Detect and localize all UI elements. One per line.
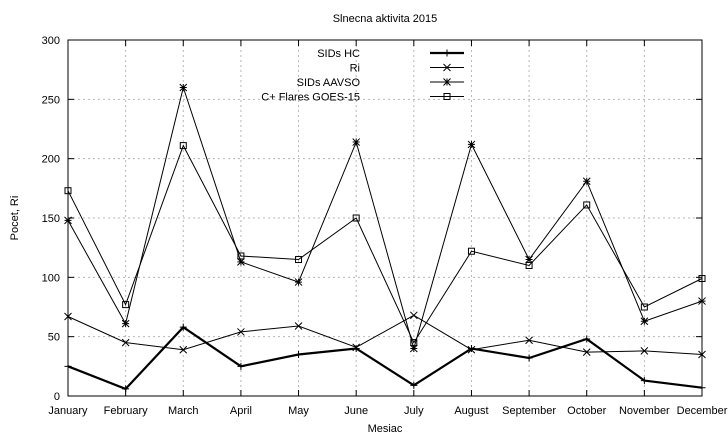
- data-point-cross: [121, 338, 130, 347]
- x-tick-label: August: [454, 405, 488, 417]
- x-tick-label: February: [104, 405, 149, 417]
- data-point-plus: [443, 49, 451, 57]
- y-tick-label: 150: [42, 213, 60, 225]
- x-tick-label: July: [404, 405, 424, 417]
- y-tick-label: 100: [42, 272, 60, 284]
- data-point-square: [410, 339, 418, 347]
- data-point-star: [179, 83, 188, 92]
- data-point-star: [237, 258, 245, 266]
- data-point-plus: [179, 323, 187, 331]
- chart-title: Slnecna aktivita 2015: [333, 13, 438, 25]
- x-tick-label: January: [48, 405, 88, 417]
- x-tick-label: December: [677, 405, 728, 417]
- data-point-star: [409, 344, 418, 353]
- data-point-plus: [352, 345, 360, 353]
- data-point-square: [179, 142, 187, 150]
- y-tick-label: 300: [42, 35, 60, 47]
- series-lines: [64, 83, 706, 393]
- data-point-cross: [443, 63, 451, 72]
- data-point-star: [121, 319, 130, 328]
- y-tick-label: 200: [42, 154, 60, 166]
- series-line: [67, 85, 703, 351]
- series-line: [67, 325, 703, 391]
- data-point-cross: [582, 348, 591, 356]
- x-tick-label: April: [230, 405, 252, 417]
- data-point-square: [122, 301, 130, 309]
- data-point-plus: [525, 354, 533, 362]
- legend-label: Ri: [350, 63, 360, 75]
- data-point-cross: [179, 345, 188, 354]
- data-point-plus: [237, 362, 245, 370]
- data-point-star: [640, 317, 649, 326]
- data-point-square: [237, 252, 245, 260]
- data-point-square: [525, 261, 533, 269]
- x-tick-label: June: [344, 405, 368, 417]
- data-point-plus: [640, 377, 648, 385]
- data-point-cross: [294, 322, 303, 330]
- data-point-cross: [352, 343, 361, 352]
- data-point-square: [583, 201, 591, 209]
- data-point-star: [352, 138, 361, 146]
- data-point-cross: [237, 328, 245, 336]
- y-axis-title: Pocet, Ri: [9, 196, 21, 241]
- data-point-square: [64, 187, 72, 195]
- data-point-star: [294, 278, 303, 286]
- data-point-cross: [640, 347, 649, 355]
- y-tick-label: 50: [48, 332, 60, 344]
- x-tick-label: October: [567, 405, 606, 417]
- data-point-cross: [698, 350, 706, 359]
- x-axis-title: Mesiac: [368, 423, 403, 432]
- x-tick-label: March: [168, 405, 199, 417]
- data-point-star: [525, 255, 533, 264]
- data-point-plus: [410, 381, 418, 389]
- data-point-star: [443, 78, 451, 86]
- data-point-cross: [467, 345, 476, 354]
- series-line: [67, 314, 703, 355]
- x-tick-label: November: [619, 405, 670, 417]
- legend: SIDs HC Ri SIDs AAVSO C+ Flares GOES-15: [261, 48, 464, 104]
- data-point-square: [295, 256, 303, 264]
- data-point-cross: [409, 311, 418, 320]
- data-point-star: [64, 216, 72, 225]
- data-point-plus: [295, 350, 303, 358]
- data-point-cross: [64, 312, 72, 321]
- axis-ticks: 0 50 100 150 200 250 300 January February March Ap…: [42, 35, 728, 417]
- legend-label: C+ Flares GOES-15: [261, 92, 360, 104]
- data-point-star: [582, 177, 591, 186]
- data-point-plus: [122, 385, 130, 393]
- legend-label: SIDs HC: [317, 48, 360, 60]
- data-point-square: [467, 247, 475, 255]
- legend-label: SIDs AAVSO: [297, 77, 361, 89]
- x-tick-label: May: [288, 405, 309, 417]
- data-point-square: [640, 303, 648, 311]
- x-tick-label: September: [502, 405, 556, 417]
- data-point-square: [443, 93, 451, 100]
- y-tick-label: 0: [54, 391, 60, 403]
- data-point-cross: [525, 336, 533, 345]
- data-point-square: [698, 275, 706, 283]
- data-point-plus: [64, 362, 72, 370]
- series-line: [67, 144, 703, 344]
- data-point-square: [352, 214, 360, 222]
- data-point-plus: [583, 335, 591, 343]
- data-point-star: [467, 140, 476, 149]
- data-point-plus: [698, 384, 706, 392]
- grid-lines: [68, 40, 702, 396]
- data-point-star: [698, 297, 706, 305]
- y-tick-label: 250: [42, 94, 60, 106]
